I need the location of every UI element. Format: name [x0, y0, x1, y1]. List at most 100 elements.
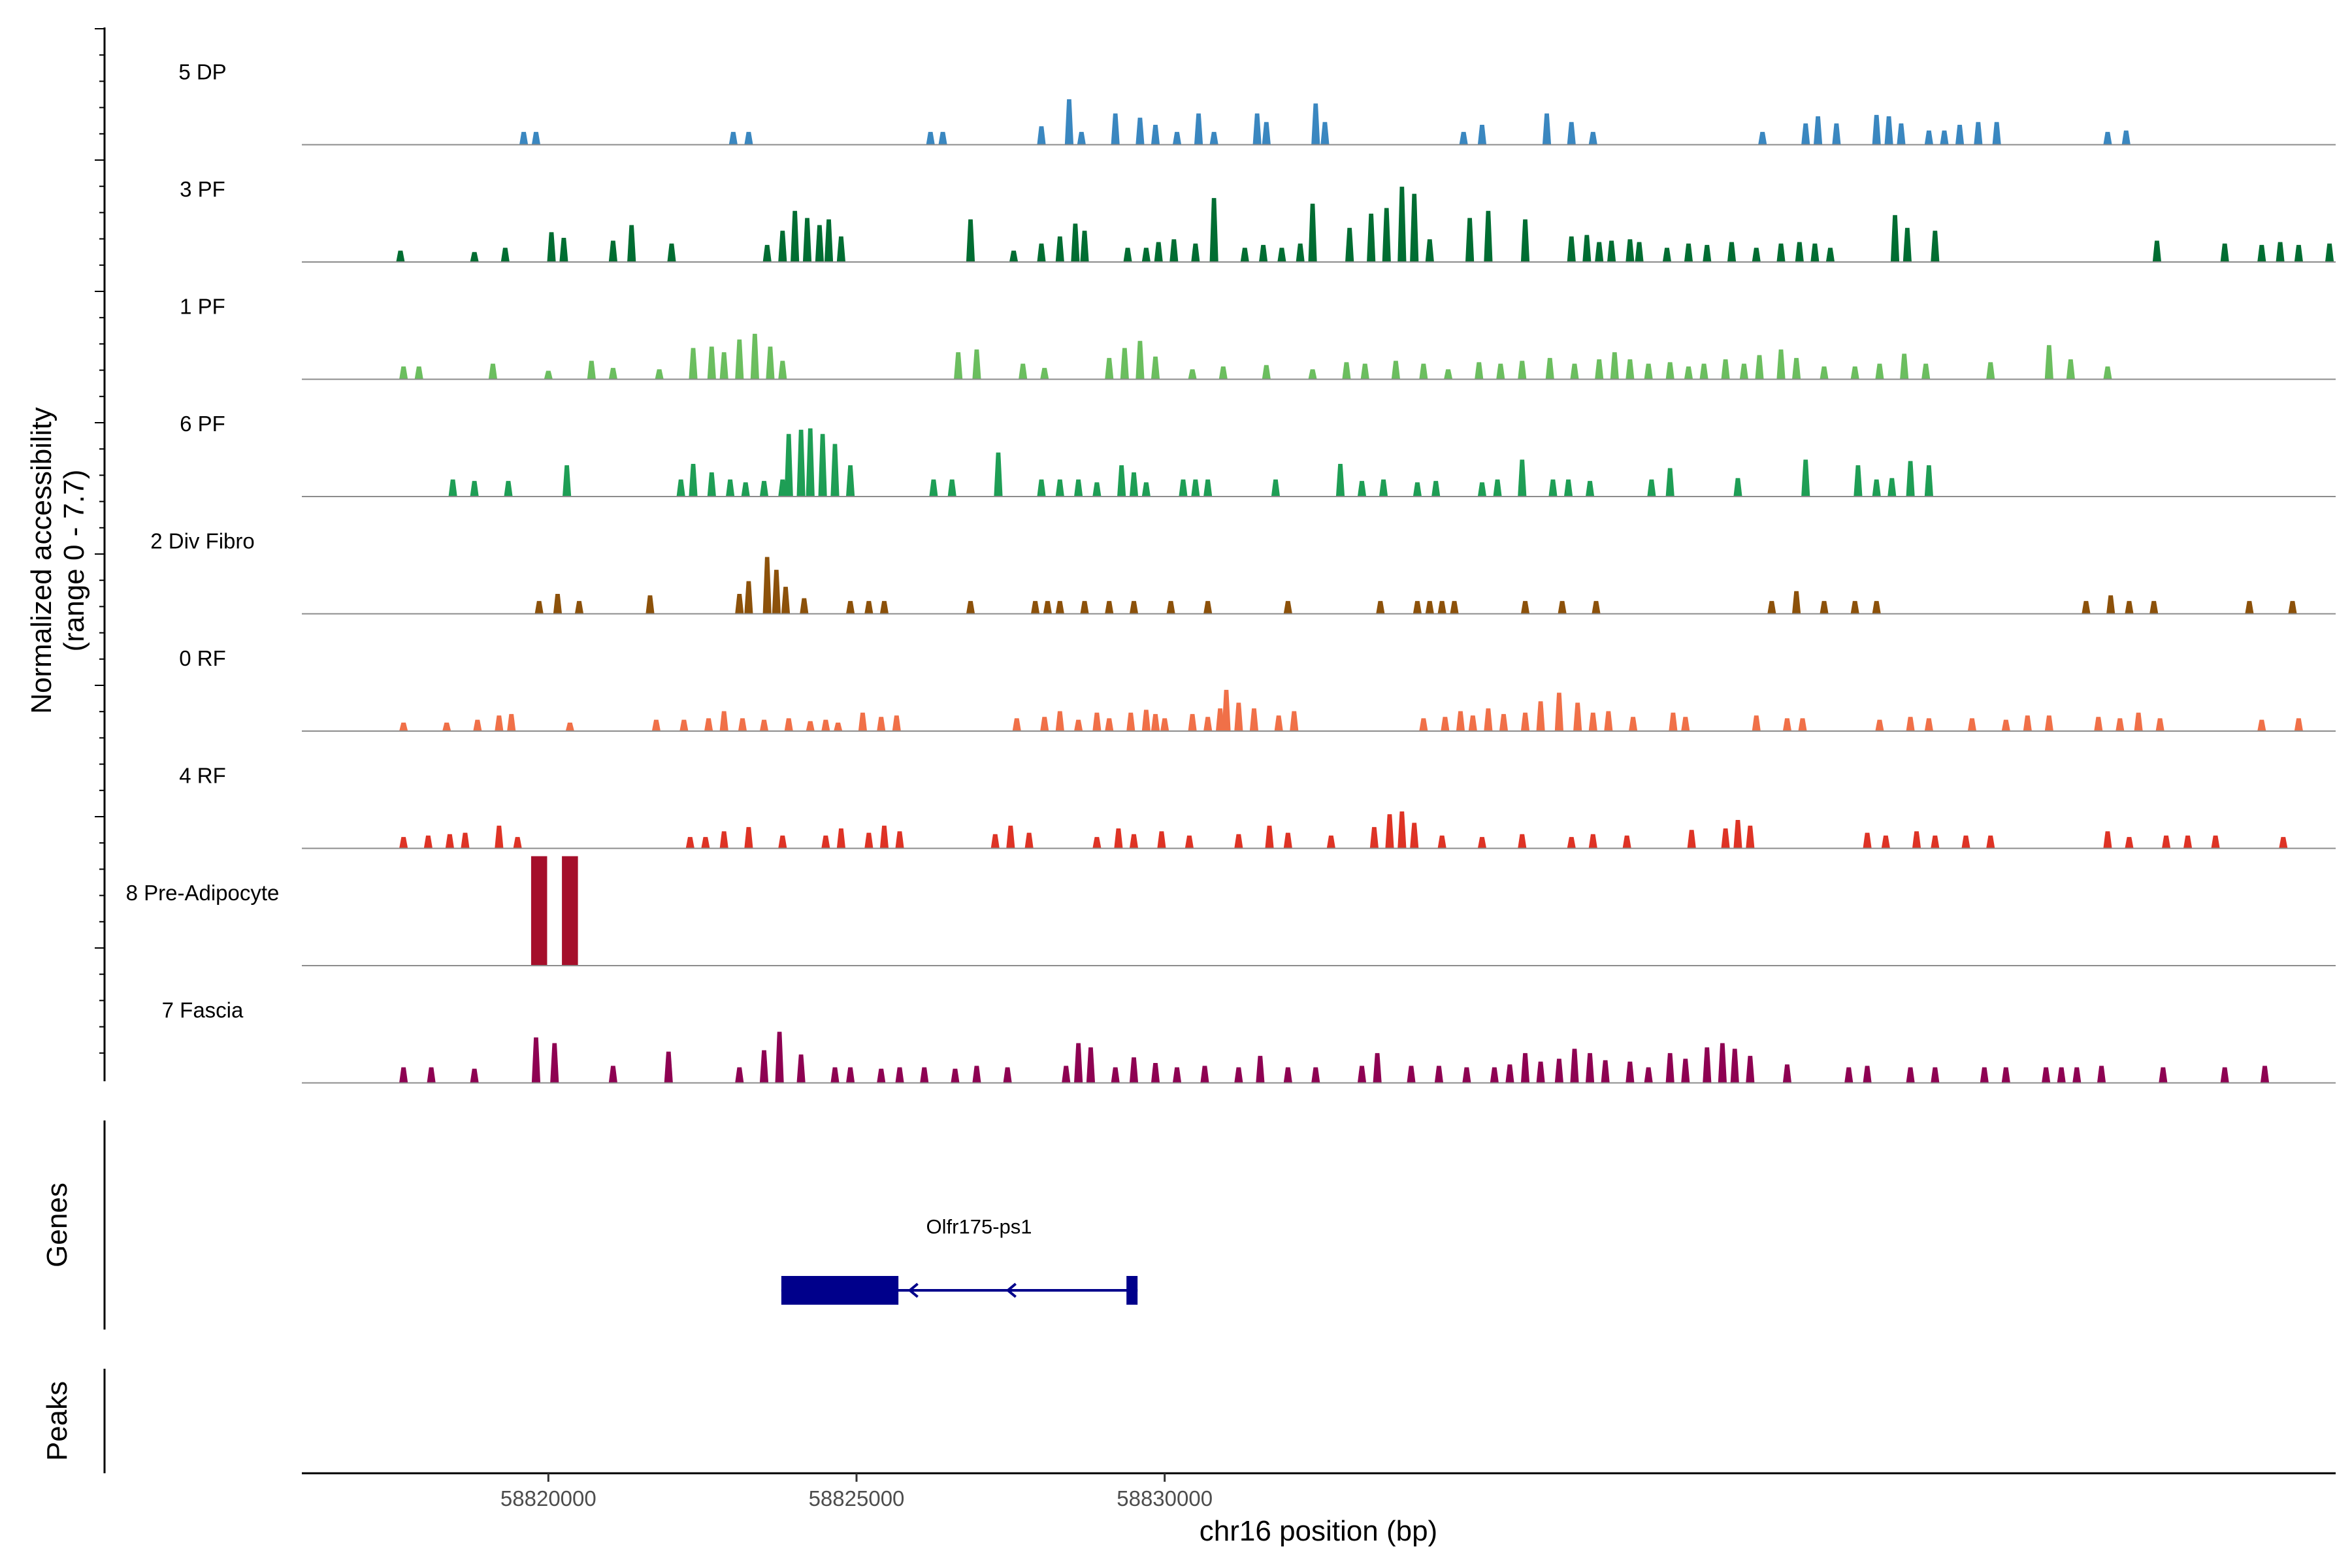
coverage-peak: [1986, 362, 1995, 380]
coverage-peak: [836, 236, 846, 262]
coverage-peak: [892, 715, 901, 731]
coverage-peak: [1518, 459, 1527, 497]
coverage-peak: [864, 832, 874, 849]
coverage-peak: [1518, 834, 1527, 849]
coverage-peak: [1296, 243, 1305, 262]
coverage-peak: [802, 218, 812, 262]
coverage-peak: [1437, 600, 1446, 614]
coverage-peak: [1431, 481, 1441, 497]
coverage-peak: [1111, 1067, 1120, 1083]
coverage-peak: [1967, 718, 1977, 731]
coverage-peak: [1188, 369, 1197, 380]
coverage-peak: [1820, 600, 1829, 614]
coverage-peak: [2023, 715, 2032, 731]
coverage-peak: [1974, 122, 1983, 145]
coverage-peak: [1062, 1066, 1071, 1083]
coverage-peak: [1009, 250, 1019, 262]
coverage-peak: [2257, 719, 2266, 731]
track-label: 1 PF: [180, 295, 225, 319]
coverage-peak: [1357, 1066, 1367, 1083]
coverage-peak: [1283, 832, 1292, 849]
coverage-peak: [1625, 1061, 1635, 1083]
coverage-peak: [1256, 1056, 1265, 1083]
coverage-peak: [1141, 248, 1151, 262]
coverage-peak: [2155, 718, 2164, 731]
coverage-peak: [1105, 600, 1114, 614]
coverage-peak: [1844, 1067, 1854, 1083]
coverage-peak: [972, 349, 981, 380]
coverage-peak: [1699, 363, 1708, 380]
coverage-peak: [519, 131, 529, 145]
coverage-peak: [1955, 125, 1965, 145]
coverage-peak: [2121, 130, 2131, 145]
coverage-peak: [1410, 193, 1419, 262]
coverage-peak: [1271, 479, 1281, 497]
coverage-peak: [1024, 832, 1034, 849]
coverage-peak: [544, 370, 553, 380]
coverage-peak: [513, 837, 522, 849]
coverage-peak: [877, 1068, 886, 1083]
coverage-peak: [473, 719, 482, 731]
coverage-peak: [947, 479, 956, 497]
coverage-peak: [1410, 823, 1419, 849]
coverage-peak: [1092, 482, 1102, 497]
coverage-peak: [1151, 125, 1160, 145]
coverage-peak: [744, 581, 753, 614]
coverage-peak: [1194, 113, 1203, 145]
coverage-peak: [719, 352, 728, 380]
coverage-peak: [879, 600, 889, 614]
coverage-peak: [951, 1068, 960, 1083]
coverage-peak: [1980, 1067, 1989, 1083]
coverage-peak: [1477, 482, 1487, 497]
coverage-peak: [685, 837, 694, 849]
coverage-peak: [719, 831, 728, 849]
coverage-peak: [1592, 600, 1601, 614]
coverage-peak: [1625, 359, 1635, 380]
coverage-peak: [1567, 837, 1576, 849]
coverage-peak: [1382, 208, 1391, 262]
coverage-peak: [877, 717, 886, 731]
coverage-peak: [1733, 819, 1742, 849]
coverage-peak: [707, 346, 716, 380]
coverage-peak: [470, 1068, 479, 1083]
track-label: 2 Div Fibro: [150, 529, 255, 553]
coverage-peak: [1222, 689, 1231, 731]
coverage-peak: [655, 369, 664, 380]
coverage-peak: [488, 363, 498, 380]
coverage-peak: [1209, 131, 1218, 145]
coverage-peak: [735, 339, 744, 380]
coverage-peak: [1441, 717, 1450, 731]
track-7-fascia: 7 Fascia: [162, 998, 2336, 1084]
coverage-peak: [1465, 218, 1475, 262]
coverage-peak: [707, 472, 716, 497]
coverage-peak: [2260, 1066, 2270, 1083]
coverage-peak: [1585, 481, 1595, 497]
coverage-peak: [1086, 1047, 1096, 1083]
x-tick-label: 58830000: [1117, 1486, 1213, 1511]
coverage-peak: [1462, 1067, 1471, 1083]
coverage-peak: [531, 1037, 541, 1083]
coverage-peak: [531, 856, 547, 966]
coverage-peak: [495, 825, 504, 849]
coverage-peak: [1012, 718, 1021, 731]
coverage-peak: [1129, 834, 1139, 849]
coverage-peak: [1419, 718, 1428, 731]
coverage-peak: [1850, 600, 1859, 614]
coverage-peak: [1782, 718, 1792, 731]
coverage-peak: [1151, 713, 1160, 731]
coverage-peak: [1924, 465, 1934, 497]
coverage-peak: [427, 1067, 436, 1083]
coverage-peak: [2325, 243, 2334, 262]
coverage-peak: [565, 722, 574, 731]
coverage-peak: [1105, 718, 1114, 731]
track-6-pf: 6 PF: [180, 412, 2336, 497]
coverage-peak: [2161, 835, 2171, 849]
coverage-peak: [1872, 114, 1881, 145]
coverage-peak: [1570, 1049, 1579, 1083]
coverage-peak: [1635, 242, 1644, 262]
coverage-peak: [1570, 363, 1579, 380]
coverage-peak: [608, 368, 617, 380]
coverage-peak: [879, 825, 889, 849]
coverage-peak: [1290, 711, 1299, 731]
